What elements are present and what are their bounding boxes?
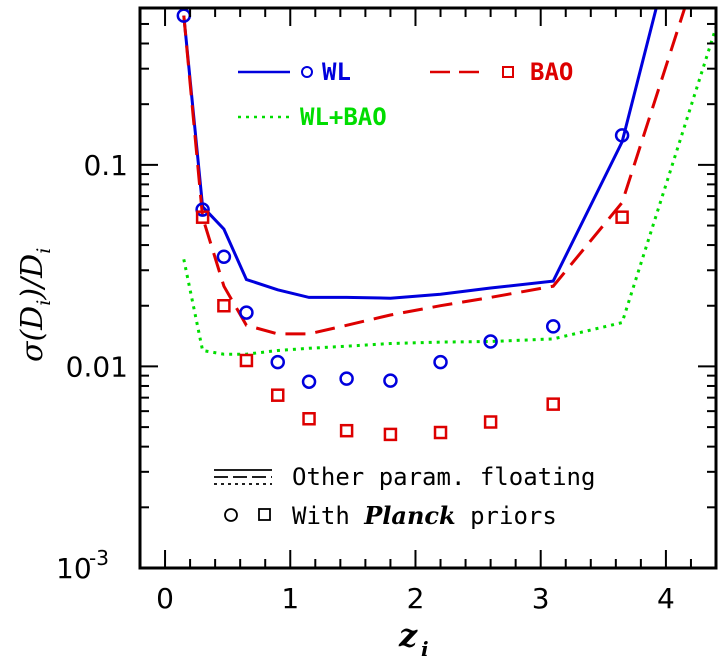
legend-wl-label: WL bbox=[322, 58, 351, 86]
marker-bao-2 bbox=[239, 353, 254, 368]
series-line-bao bbox=[182, 8, 687, 336]
legend-planck-post: priors bbox=[470, 502, 557, 530]
legend-top: WL BAO WL+BAO bbox=[238, 58, 573, 131]
y-axis-title: σ(Di)/Di bbox=[15, 248, 55, 362]
marker-bao-3 bbox=[270, 388, 285, 402]
legend-bao-marker bbox=[502, 66, 514, 78]
tick-labels: 0 1 2 3 4 0.01 0.1 bbox=[66, 149, 675, 615]
plot-frame bbox=[138, 6, 718, 570]
legend-bottom: Other param. floating With Planck priors bbox=[214, 463, 595, 530]
ytick-label: 0.1 bbox=[83, 149, 128, 182]
legend-other-floating: Other param. floating bbox=[292, 463, 595, 491]
series-line-wl-bao bbox=[182, 27, 716, 356]
marker-wl-9 bbox=[483, 334, 498, 349]
xtick-label: 4 bbox=[657, 582, 675, 615]
marker-wl-2 bbox=[216, 249, 232, 265]
xtick-label: 1 bbox=[281, 582, 299, 615]
marker-wl-6 bbox=[339, 371, 354, 386]
marker-bao-0 bbox=[195, 210, 210, 224]
legend-planck-pre: With bbox=[292, 502, 350, 530]
marker-wl-4 bbox=[270, 354, 285, 370]
legend-planck-italic: Planck bbox=[363, 501, 455, 530]
marker-wl-5 bbox=[301, 374, 317, 389]
marker-bao-6 bbox=[383, 427, 398, 442]
marker-bao-9 bbox=[546, 397, 560, 411]
y-axis-title-part2: )/D bbox=[15, 254, 50, 301]
marker-wl-3 bbox=[239, 305, 254, 320]
marker-bao-8 bbox=[483, 415, 498, 429]
svg-text:σ(Di)/Di: σ(Di)/Di bbox=[15, 248, 55, 362]
legend-square-marker bbox=[258, 508, 271, 521]
marker-wl-7 bbox=[383, 373, 398, 388]
y-axis-title-sub2: i bbox=[33, 248, 55, 254]
marker-bao-10 bbox=[615, 210, 629, 224]
x-axis-title-main: z bbox=[398, 616, 418, 654]
x-axis-title: z i bbox=[398, 616, 429, 660]
series-layer bbox=[182, 8, 716, 356]
legend-wl-marker bbox=[301, 66, 313, 78]
marker-layer bbox=[176, 8, 630, 442]
marker-wl-11 bbox=[614, 128, 630, 143]
marker-wl-1 bbox=[195, 202, 210, 217]
legend-wlbao-label: WL+BAO bbox=[300, 103, 387, 131]
series-line-wl bbox=[182, 8, 658, 300]
ytick-exp-power: -3 bbox=[89, 546, 109, 570]
xtick-label: 0 bbox=[156, 582, 174, 615]
legend-circle-marker bbox=[224, 508, 238, 522]
marker-wl-8 bbox=[433, 354, 448, 370]
marker-wl-10 bbox=[545, 319, 561, 334]
legend-planck: With Planck priors bbox=[292, 501, 557, 530]
marker-bao-4 bbox=[302, 412, 316, 426]
marker-bao-1 bbox=[217, 298, 231, 313]
marker-bao-7 bbox=[433, 425, 448, 440]
y-axis-title-part1: σ(D bbox=[15, 306, 50, 362]
xtick-label: 3 bbox=[532, 582, 550, 615]
marker-bao-5 bbox=[339, 423, 354, 438]
ytick-exp-base: 10 bbox=[56, 552, 92, 585]
xtick-label: 2 bbox=[407, 582, 425, 615]
ytick-label-exp: 10 -3 bbox=[56, 546, 109, 585]
x-axis-title-sub: i bbox=[421, 637, 429, 660]
legend-bao-label: BAO bbox=[530, 58, 573, 86]
y-axis-title-sub1: i bbox=[33, 300, 55, 306]
ytick-label: 0.01 bbox=[66, 350, 128, 383]
